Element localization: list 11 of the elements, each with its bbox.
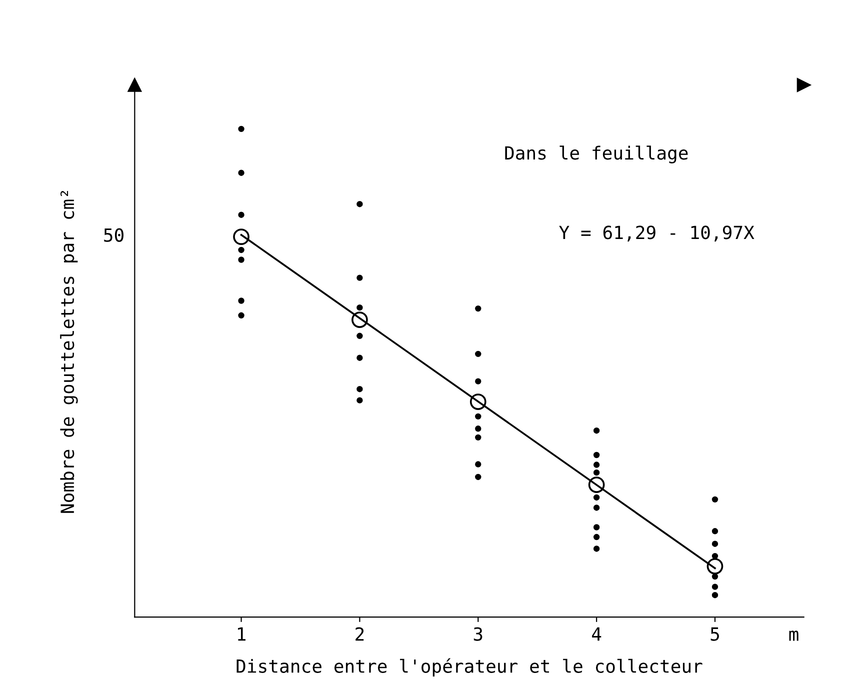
- x-tick-label: 1: [238, 627, 246, 641]
- y-axis-title: Nombre de gouttelettes par cm²: [60, 190, 78, 513]
- x-tick-label: 5: [710, 627, 719, 641]
- x-tick-label: 4: [592, 627, 602, 641]
- text: m: [789, 630, 798, 641]
- text: 50: [104, 228, 124, 242]
- text: Dans le feuillage: [505, 146, 688, 164]
- x-tick-label: 2: [356, 627, 364, 641]
- x-tick-label: 3: [474, 627, 482, 641]
- x-axis-title: Distance entre l'opérateur et le collecteur: [236, 658, 702, 676]
- annotation: Y = 61,29 - 10,97X: [559, 226, 754, 242]
